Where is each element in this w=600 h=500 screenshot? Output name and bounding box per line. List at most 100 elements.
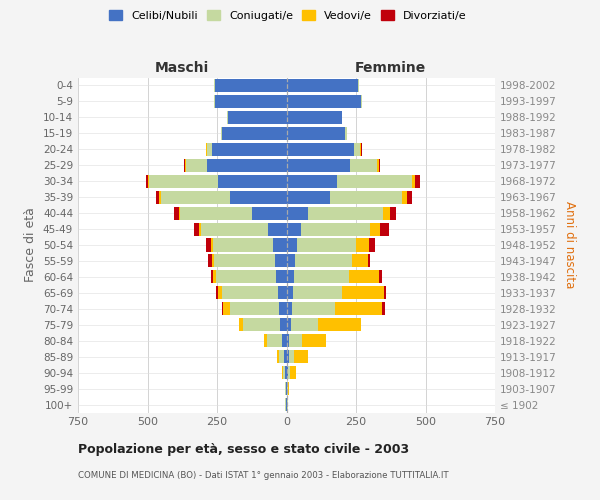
- Bar: [212, 142, 287, 156]
- Bar: [287, 142, 354, 156]
- Bar: [356, 238, 370, 252]
- Bar: [287, 206, 308, 220]
- Bar: [148, 174, 149, 188]
- Bar: [267, 334, 283, 347]
- Text: Femmine: Femmine: [355, 61, 427, 75]
- Bar: [278, 286, 287, 300]
- Bar: [239, 318, 244, 332]
- Bar: [308, 206, 383, 220]
- Bar: [212, 254, 214, 268]
- Bar: [287, 302, 292, 316]
- Bar: [185, 158, 207, 172]
- Bar: [287, 270, 294, 283]
- Bar: [287, 174, 337, 188]
- Bar: [287, 254, 295, 268]
- Bar: [370, 222, 380, 235]
- Bar: [354, 142, 360, 156]
- Bar: [244, 318, 280, 332]
- Bar: [215, 95, 287, 108]
- Bar: [214, 254, 275, 268]
- Bar: [222, 127, 287, 140]
- Bar: [146, 174, 148, 188]
- Bar: [230, 190, 287, 203]
- Bar: [277, 350, 279, 363]
- Bar: [283, 334, 287, 347]
- Bar: [159, 190, 161, 203]
- Bar: [208, 254, 212, 268]
- Bar: [289, 350, 294, 363]
- Bar: [360, 142, 361, 156]
- Bar: [252, 206, 287, 220]
- Bar: [319, 318, 361, 332]
- Bar: [273, 238, 287, 252]
- Bar: [361, 142, 362, 156]
- Bar: [346, 127, 347, 140]
- Bar: [288, 366, 290, 379]
- Bar: [293, 286, 342, 300]
- Bar: [264, 334, 267, 347]
- Bar: [207, 158, 287, 172]
- Bar: [287, 382, 288, 395]
- Bar: [285, 366, 287, 379]
- Bar: [370, 238, 375, 252]
- Bar: [175, 206, 179, 220]
- Bar: [284, 350, 287, 363]
- Bar: [287, 238, 297, 252]
- Bar: [292, 302, 335, 316]
- Bar: [217, 286, 218, 300]
- Bar: [221, 127, 222, 140]
- Bar: [287, 79, 358, 92]
- Bar: [415, 174, 420, 188]
- Bar: [335, 302, 382, 316]
- Text: Popolazione per età, sesso e stato civile - 2003: Popolazione per età, sesso e stato civil…: [78, 442, 409, 456]
- Bar: [286, 382, 287, 395]
- Bar: [380, 222, 389, 235]
- Bar: [268, 222, 287, 235]
- Bar: [179, 206, 180, 220]
- Bar: [290, 318, 319, 332]
- Bar: [218, 286, 222, 300]
- Bar: [211, 238, 212, 252]
- Text: Maschi: Maschi: [155, 61, 209, 75]
- Bar: [222, 302, 223, 316]
- Bar: [337, 174, 412, 188]
- Y-axis label: Fasce di età: Fasce di età: [25, 208, 37, 282]
- Bar: [287, 127, 346, 140]
- Bar: [301, 222, 370, 235]
- Bar: [287, 111, 341, 124]
- Bar: [302, 334, 326, 347]
- Bar: [391, 206, 396, 220]
- Bar: [287, 318, 290, 332]
- Bar: [290, 366, 296, 379]
- Bar: [342, 286, 385, 300]
- Y-axis label: Anni di nascita: Anni di nascita: [563, 202, 576, 288]
- Bar: [223, 302, 230, 316]
- Bar: [402, 190, 407, 203]
- Bar: [194, 222, 199, 235]
- Bar: [215, 79, 287, 92]
- Bar: [350, 158, 377, 172]
- Bar: [279, 350, 284, 363]
- Bar: [379, 158, 380, 172]
- Bar: [287, 190, 331, 203]
- Bar: [331, 190, 402, 203]
- Bar: [216, 270, 276, 283]
- Bar: [294, 270, 349, 283]
- Bar: [287, 222, 301, 235]
- Bar: [383, 206, 391, 220]
- Bar: [275, 254, 287, 268]
- Bar: [214, 270, 216, 283]
- Bar: [227, 111, 287, 124]
- Bar: [279, 302, 287, 316]
- Bar: [201, 222, 268, 235]
- Legend: Celibi/Nubili, Coniugati/e, Vedovi/e, Divorziati/e: Celibi/Nubili, Coniugati/e, Vedovi/e, Di…: [107, 8, 469, 23]
- Bar: [184, 158, 185, 172]
- Bar: [294, 350, 308, 363]
- Bar: [287, 158, 350, 172]
- Bar: [212, 238, 273, 252]
- Bar: [284, 382, 286, 395]
- Bar: [222, 286, 278, 300]
- Bar: [161, 190, 230, 203]
- Bar: [289, 334, 302, 347]
- Bar: [230, 302, 279, 316]
